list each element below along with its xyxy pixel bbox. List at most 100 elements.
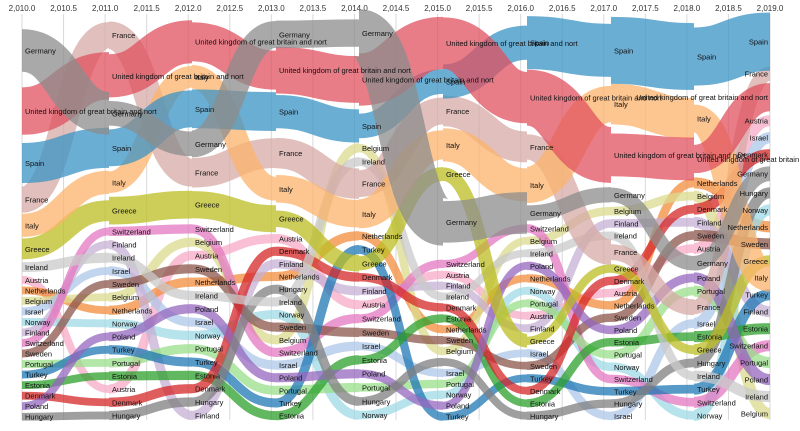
node-label: Netherlands <box>614 301 655 310</box>
node-label: Greece <box>112 207 137 216</box>
node-label: Turkey <box>697 385 720 394</box>
node-label: Denmark <box>112 398 143 407</box>
node-label: Spain <box>614 46 633 55</box>
flow-hungary <box>692 187 772 369</box>
flow-portugal <box>191 344 277 395</box>
node-label: Netherlands <box>362 232 403 241</box>
flow-germany <box>610 187 695 271</box>
node-label: Switzerland <box>729 342 768 351</box>
node-label: United kingdom of great britain and nort <box>25 107 158 116</box>
node-label: Poland <box>697 274 720 283</box>
flow-ireland <box>108 253 193 301</box>
node-label: Germany <box>279 30 310 39</box>
node-label: Italy <box>446 141 460 150</box>
node-label: Spain <box>195 105 214 114</box>
node-label: Greece <box>279 215 304 224</box>
node-label: France <box>745 70 768 79</box>
node-label: Belgium <box>446 347 473 356</box>
node-label: Italy <box>614 100 628 109</box>
x-tick-label: 2,012.5 <box>216 4 243 13</box>
x-tick-label: 2,017.0 <box>590 4 617 13</box>
node-label: Poland <box>279 374 302 383</box>
node-label: Italy <box>279 185 293 194</box>
node-label: Ireland <box>614 232 637 241</box>
flow-hungary <box>526 399 612 420</box>
flow-greece <box>191 191 277 233</box>
node-label: Italy <box>530 181 544 190</box>
flow-greece <box>610 264 695 355</box>
x-tick-label: 2,018.5 <box>715 4 742 13</box>
node-label: Hungary <box>112 411 141 420</box>
node-label: Ireland <box>745 393 768 402</box>
node-label: Portugal <box>112 359 140 368</box>
flow-estonia <box>358 314 444 365</box>
flow-israel <box>610 319 695 421</box>
node-label: Belgium <box>279 336 306 345</box>
node-label: Belgium <box>25 297 52 306</box>
flow-sweden <box>21 280 110 358</box>
flow-spain <box>275 94 360 143</box>
node-label: Hungary <box>279 285 308 294</box>
node-label: Belgium <box>614 207 641 216</box>
node-label: United kingdom of great britain and nort <box>279 66 412 75</box>
node-label: Spain <box>362 122 381 131</box>
node-label: France <box>697 303 720 312</box>
node-label: Portugal <box>740 359 768 368</box>
node-label: Finland <box>279 260 304 269</box>
node-label: Switzerland <box>279 348 318 357</box>
flow-finland <box>107 239 194 420</box>
x-tick-label: 2,010.0 <box>9 4 36 13</box>
flow-italy <box>21 170 110 237</box>
node-label: Ireland <box>25 263 48 272</box>
node-label: Norway <box>446 391 472 400</box>
node-label: Finland <box>112 241 137 250</box>
node-label: Turkey <box>530 374 553 383</box>
node-label: Germany <box>530 209 561 218</box>
node-label: United kingdom of great britain and nort <box>530 94 663 103</box>
node-label: Turkey <box>279 399 302 408</box>
node-label: Turkey <box>446 413 469 422</box>
flow-poland <box>21 332 110 411</box>
node-label: Austria <box>279 235 303 244</box>
node-label: Finland <box>446 282 471 291</box>
node-label: Estonia <box>362 356 388 365</box>
x-tick-label: 2,018.0 <box>674 4 701 13</box>
flow-austria <box>275 233 360 310</box>
node-label: Spain <box>697 53 716 62</box>
flow-united-kingdom-of-great-britain-and-nort <box>523 69 615 183</box>
node-label: Israel <box>614 412 633 421</box>
node-label: Estonia <box>25 381 51 390</box>
node-label: Israel <box>697 319 716 328</box>
x-tick-label: 2,011.0 <box>92 4 119 13</box>
node-label: Netherlands <box>728 223 769 232</box>
node-label: Italy <box>112 178 126 187</box>
node-label: Israel <box>112 267 131 276</box>
node-label: Turkey <box>112 346 135 355</box>
node-label: Greece <box>743 257 768 266</box>
node-label: France <box>614 248 637 257</box>
node-label: Israel <box>530 349 549 358</box>
node-label: Poland <box>195 305 218 314</box>
node-label: Italy <box>754 274 768 283</box>
node-label: Portugal <box>614 350 642 359</box>
flow-finland <box>526 219 612 333</box>
node-label: Israel <box>750 134 769 143</box>
node-label: Austria <box>195 251 219 260</box>
flow-germany <box>442 192 528 243</box>
node-label: Italy <box>362 210 376 219</box>
node-label: Switzerland <box>614 375 653 384</box>
node-label: Ireland <box>362 158 385 167</box>
node-label: Denmark <box>697 205 728 214</box>
node-label: Ireland <box>530 249 553 258</box>
flow-france <box>275 137 360 199</box>
node-label: Belgium <box>741 410 768 419</box>
node-label: Poland <box>446 402 469 411</box>
flow-germany <box>19 29 112 135</box>
node-label: United kingdom of great britain and nort <box>446 39 579 48</box>
flow-turkey <box>108 345 193 367</box>
x-tick-label: 2,013.5 <box>300 4 327 13</box>
x-tick-label: 2,011.5 <box>134 4 161 13</box>
node-label: Denmark <box>25 392 56 401</box>
node-label: Greece <box>195 201 220 210</box>
